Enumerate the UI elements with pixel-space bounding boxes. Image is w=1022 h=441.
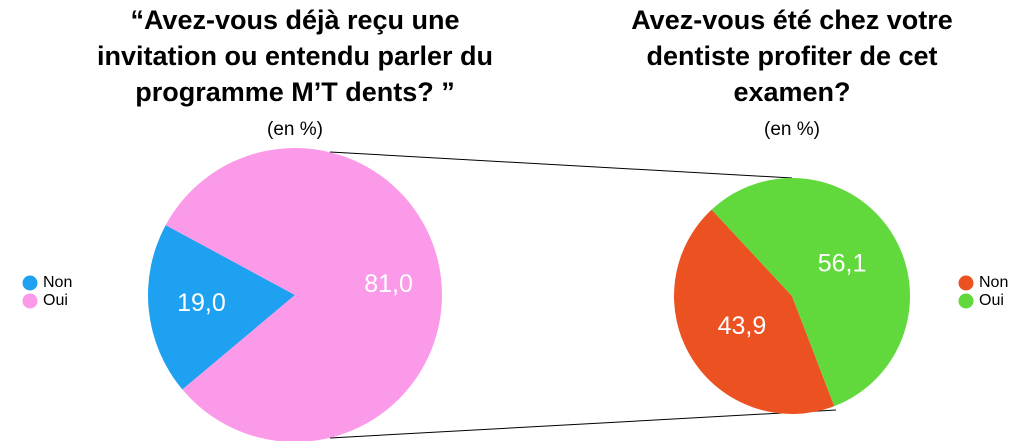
connector-line xyxy=(329,151,793,179)
legend-swatch xyxy=(958,293,974,309)
chart-title: examen? xyxy=(733,77,850,107)
legend-label: Non xyxy=(979,274,1008,291)
legend-label: Non xyxy=(43,274,72,291)
pie-slice xyxy=(148,225,295,390)
legend-label: Oui xyxy=(979,292,1004,309)
legend-swatch xyxy=(958,275,974,291)
connector-line xyxy=(329,409,837,439)
legend-swatch xyxy=(22,275,38,291)
data-label: 56,1 xyxy=(818,249,867,277)
chart-subtitle: (en %) xyxy=(764,119,820,140)
chart-subtitle: (en %) xyxy=(267,119,323,140)
chart-title: programme M’T dents? ” xyxy=(135,77,455,107)
chart-title: invitation ou entendu parler du xyxy=(97,41,493,71)
chart-title: “Avez-vous déjà reçu une xyxy=(130,5,459,35)
data-label: 81,0 xyxy=(364,270,413,298)
data-label: 19,0 xyxy=(177,289,226,317)
data-label: 43,9 xyxy=(718,312,767,340)
pie-slice xyxy=(711,178,910,407)
pie-slice xyxy=(674,209,835,414)
legend-label: Oui xyxy=(43,292,68,309)
legend-swatch xyxy=(22,293,38,309)
chart-title: Avez-vous été chez votre xyxy=(631,5,953,35)
pie-slice xyxy=(165,148,442,441)
chart-title: dentiste profiter de cet xyxy=(646,41,937,71)
